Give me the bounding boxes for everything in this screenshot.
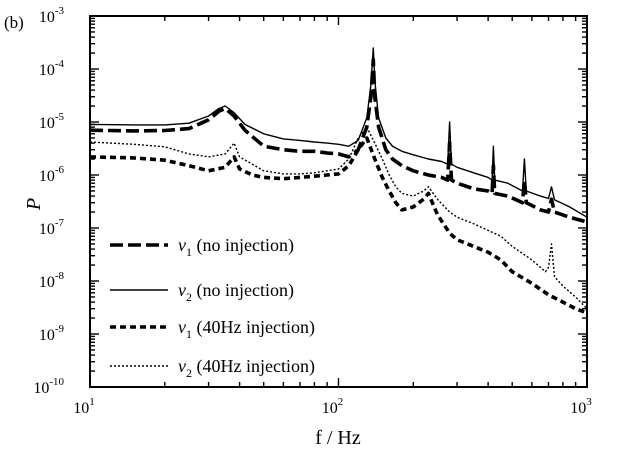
ticks-layer — [89, 16, 587, 388]
y-tick-label: 10-6 — [39, 164, 65, 185]
y-tick-label: 10-8 — [39, 270, 65, 291]
legend-label-1: v1 (no injection) — [178, 235, 294, 259]
legend-label-4: v2 (40Hz injection) — [178, 356, 315, 380]
series-layer — [89, 47, 588, 315]
plot-frame — [89, 15, 588, 388]
y-tick-label: 10-10 — [33, 376, 64, 397]
y-tick-label: 10-9 — [39, 323, 65, 344]
x-tick-label: 101 — [73, 396, 95, 417]
x-tick-label: 102 — [322, 396, 344, 417]
legend: v1 (no injection) v2 (no injection) v1 (40… — [110, 235, 315, 380]
x-tick-label: 103 — [570, 396, 592, 417]
series-line-3 — [89, 136, 588, 315]
legend-label-3: v1 (40Hz injection) — [178, 317, 315, 341]
legend-label-2: v2 (no injection) — [178, 280, 294, 304]
y-tick-label: 10-4 — [39, 58, 65, 79]
y-axis-label: P — [23, 198, 45, 211]
x-axis-label: f / Hz — [315, 427, 361, 449]
panel-label: (b) — [4, 13, 24, 32]
series-line-4 — [89, 126, 588, 310]
y-tick-label: 10-3 — [39, 5, 65, 26]
y-tick-label: 10-7 — [39, 217, 65, 238]
series-line-1 — [89, 57, 588, 224]
y-tick-label: 10-5 — [39, 111, 65, 132]
series-line-2 — [89, 47, 588, 218]
